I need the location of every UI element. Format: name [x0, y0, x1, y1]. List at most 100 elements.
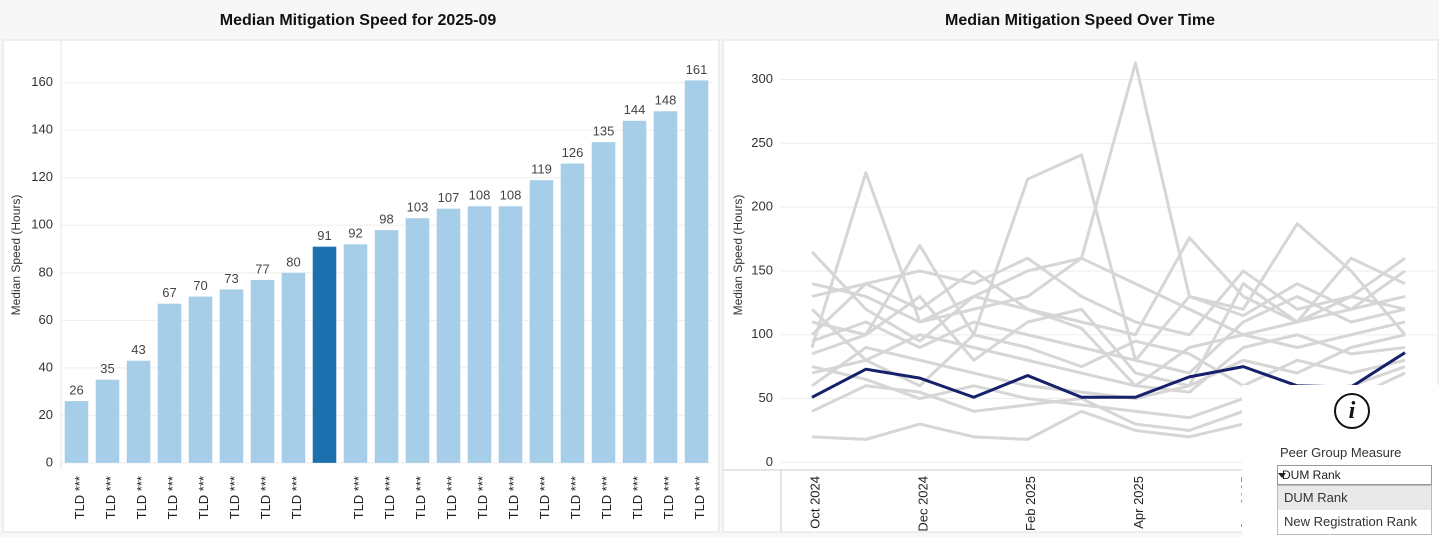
bar	[467, 206, 492, 463]
x-tick-label: TLD ***	[72, 476, 87, 519]
bar	[188, 296, 213, 463]
data-label: 144	[624, 102, 646, 117]
x-tick-label: TLD ***	[537, 476, 552, 519]
x-tick-label: TLD ***	[599, 476, 614, 519]
dropdown-arrow	[1278, 473, 1286, 478]
x-tick-label: Oct 2024	[807, 476, 822, 529]
bar	[312, 246, 337, 463]
bar	[591, 142, 616, 463]
line-series	[811, 282, 1406, 388]
data-label: 67	[162, 285, 176, 300]
x-tick-label: TLD ***	[289, 476, 304, 519]
dropdown-value: DUM Rank	[1282, 468, 1341, 482]
y-axis-label: Median Speed (Hours)	[9, 195, 23, 316]
line-series	[811, 333, 1406, 394]
line-series	[810, 256, 1406, 337]
line-series	[811, 236, 1406, 337]
x-tick-label: Feb 2025	[1023, 476, 1038, 531]
bar	[343, 244, 368, 463]
y-tick-label: 50	[759, 390, 773, 405]
x-tick-label: TLD ***	[661, 476, 676, 519]
data-label: 107	[438, 190, 460, 205]
bar	[622, 120, 647, 463]
data-label: 80	[286, 254, 300, 269]
y-tick-label: 200	[751, 199, 773, 214]
data-label: 98	[379, 211, 393, 226]
y-tick-label: 160	[31, 74, 53, 89]
data-label: 108	[469, 188, 491, 203]
data-label: 70	[193, 278, 207, 293]
line-series	[811, 153, 1407, 362]
info-icon[interactable]: i	[1334, 393, 1370, 429]
bar	[560, 163, 585, 463]
line-series	[811, 333, 1406, 401]
data-label: 108	[500, 188, 522, 203]
y-tick-label: 150	[751, 262, 773, 277]
y-tick-label: 140	[31, 122, 53, 137]
bar	[281, 272, 306, 463]
y-tick-label: 80	[39, 264, 53, 279]
bar	[250, 279, 275, 463]
bar	[219, 289, 244, 463]
x-tick-label: TLD ***	[227, 476, 242, 519]
line-series	[810, 61, 1406, 343]
x-tick-label: TLD ***	[568, 476, 583, 519]
y-tick-label: 40	[39, 359, 53, 374]
y-tick-label: 100	[751, 326, 773, 341]
bar	[374, 230, 399, 463]
dropdown[interactable]: DUM Rank	[1277, 465, 1432, 485]
dropdown-option[interactable]: New Registration Rank	[1284, 514, 1417, 529]
x-tick-label: TLD ***	[692, 476, 707, 519]
data-label: 126	[562, 145, 584, 160]
y-tick-label: 300	[751, 71, 773, 86]
x-tick-label: Apr 2025	[1131, 476, 1146, 529]
x-tick-label: TLD ***	[630, 476, 645, 519]
data-label: 119	[531, 162, 552, 177]
x-tick-label: TLD ***	[258, 476, 273, 519]
x-tick-label: TLD ***	[413, 476, 428, 519]
y-tick-label: 0	[766, 454, 773, 469]
bar	[95, 379, 120, 463]
data-label: 43	[131, 342, 145, 357]
data-label: 35	[100, 361, 114, 376]
x-tick-label: TLD ***	[196, 476, 211, 519]
x-tick-label: TLD ***	[351, 476, 366, 519]
data-label: 77	[255, 261, 269, 276]
y-tick-label: 0	[46, 454, 53, 469]
data-label: 91	[317, 228, 331, 243]
data-label: 135	[593, 124, 615, 139]
bar	[126, 360, 151, 463]
x-tick-label: TLD ***	[165, 476, 180, 519]
dropdown-options: DUM Rank New Registration Rank	[1277, 485, 1432, 535]
y-tick-label: 120	[31, 169, 53, 184]
data-label: 161	[686, 62, 708, 77]
x-tick-label: TLD ***	[134, 476, 149, 519]
line-series	[810, 171, 1406, 388]
y-tick-label: 100	[31, 217, 53, 232]
data-label: 103	[407, 200, 429, 215]
x-tick-label: Dec 2024	[915, 476, 930, 532]
bar	[498, 206, 523, 463]
data-label: 148	[655, 93, 677, 108]
data-label: 92	[348, 226, 362, 241]
bar	[64, 401, 89, 463]
bar	[684, 80, 709, 463]
chart-title: Median Mitigation Speed Over Time	[945, 12, 1215, 29]
x-tick-label: TLD ***	[382, 476, 397, 519]
y-tick-label: 20	[39, 407, 53, 422]
data-label: 26	[69, 383, 83, 398]
line-series	[811, 256, 1406, 350]
y-tick-label: 60	[39, 312, 53, 327]
filter-panel: i Peer Group Measure DUM Rank DUM Rank N…	[1242, 385, 1439, 537]
chart-title: Median Mitigation Speed for 2025-09	[220, 12, 497, 29]
x-tick-label: TLD ***	[506, 476, 521, 519]
y-axis-label: Median Speed (Hours)	[731, 195, 745, 316]
bar	[436, 208, 461, 463]
dropdown-option[interactable]: DUM Rank	[1278, 486, 1431, 510]
x-tick-label: TLD ***	[103, 476, 118, 519]
line-series	[810, 308, 1406, 388]
data-label: 73	[224, 271, 238, 286]
bar	[529, 180, 554, 463]
filter-label: Peer Group Measure	[1280, 445, 1402, 460]
